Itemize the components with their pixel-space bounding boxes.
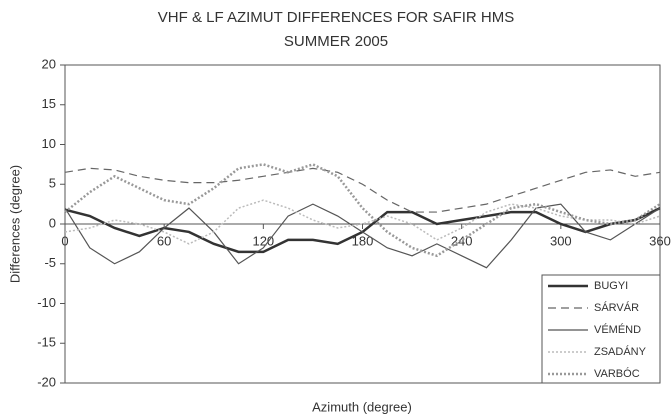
y-tick-label: 15 — [42, 96, 56, 111]
x-axis-label: Azimuth (degree) — [312, 399, 412, 414]
y-tick-label: -20 — [37, 374, 56, 389]
y-tick-label: 5 — [49, 176, 56, 191]
y-axis-label: Differences (degree) — [7, 165, 22, 283]
legend-label: BUGYI — [594, 280, 628, 292]
y-tick-label: 20 — [42, 56, 56, 71]
x-tick-label: 300 — [550, 233, 572, 248]
y-tick-label: 0 — [49, 215, 56, 230]
y-tick-label: -5 — [44, 255, 56, 270]
legend-label: ZSADÁNY — [594, 345, 647, 358]
legend-box — [541, 274, 661, 384]
series-line — [64, 203, 661, 269]
y-tick-label: -15 — [37, 335, 56, 350]
series-line — [64, 167, 661, 213]
chart-title: VHF & LF AZIMUT DIFFERENCES FOR SAFIR HM… — [158, 9, 514, 26]
chart-subtitle: SUMMER 2005 — [284, 33, 388, 50]
series-line — [64, 163, 661, 258]
legend-label: VÉMÉND — [594, 323, 641, 336]
x-tick-label: 360 — [649, 233, 671, 248]
x-tick-label: 0 — [61, 233, 68, 248]
y-tick-label: 10 — [42, 136, 56, 151]
legend-label: SÁRVÁR — [594, 301, 639, 314]
x-tick-label: 180 — [352, 233, 374, 248]
x-tick-label: 60 — [157, 233, 171, 248]
y-tick-label: -10 — [37, 295, 56, 310]
legend-label: VARBÓC — [594, 367, 640, 380]
x-tick-label: 120 — [252, 233, 274, 248]
